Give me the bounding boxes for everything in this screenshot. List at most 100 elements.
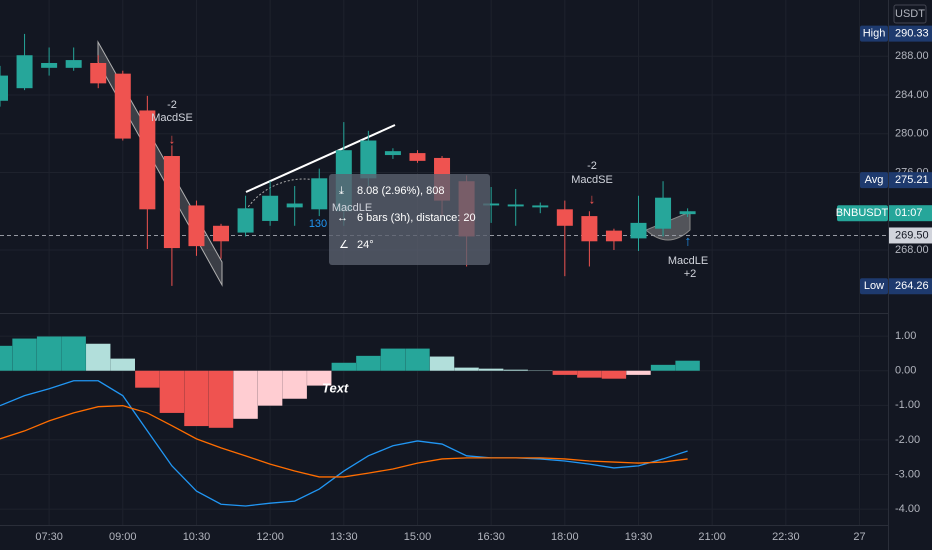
signal-arrow: ↓ (589, 191, 596, 207)
candle-body (507, 204, 524, 207)
price-badge-name-box (860, 25, 888, 42)
unit-label: USDT (895, 8, 925, 20)
price-badge-value-box (889, 278, 932, 295)
y-tick-label: -1.00 (895, 399, 920, 411)
x-tick-label: 22:30 (772, 531, 800, 543)
histogram-bar (626, 370, 651, 375)
tooltip-icon: ⤓ (339, 185, 344, 197)
signal-annotation: -2 (587, 160, 597, 172)
histogram-bar (86, 343, 111, 371)
price-badge-value: 264.26 (895, 280, 929, 292)
histogram-bar (478, 368, 504, 371)
candle-body (65, 60, 82, 68)
histogram-bar (233, 370, 258, 419)
symbol-badge-box (837, 205, 888, 222)
countdown: 01:07 (895, 207, 923, 219)
histogram-bar (675, 360, 700, 371)
histogram-bar (552, 370, 578, 375)
price-badge-name: High (863, 28, 886, 40)
tooltip-line: 8.08 (2.96%), 808 (357, 185, 444, 197)
signal-arrow: ↓ (169, 131, 176, 147)
grid-layer (0, 0, 888, 525)
x-tick-label: 16:30 (477, 531, 505, 543)
candle-body (384, 151, 401, 156)
histogram-bar (577, 370, 602, 378)
price-badge-name: Low (864, 280, 884, 292)
histogram-bar (12, 338, 37, 371)
candle-body (16, 55, 33, 89)
tooltip-icon: ↔ (337, 212, 348, 224)
candle-body (605, 230, 622, 242)
countdown-box (889, 205, 932, 222)
tooltip-line: 24° (357, 239, 374, 251)
candle-body (163, 156, 180, 249)
price-badge-value-box (889, 172, 932, 189)
candle-body (237, 208, 254, 233)
y-tick-label: -3.00 (895, 468, 920, 480)
y-tick-label: -2.00 (895, 434, 920, 446)
candle-body (0, 75, 8, 101)
histogram-bar (454, 367, 479, 371)
unit-box (893, 4, 927, 24)
candle-body (679, 211, 696, 215)
price-badge-value: 290.33 (895, 28, 929, 40)
x-tick-label: 19:30 (625, 531, 653, 543)
candle-body (409, 153, 426, 161)
histogram-bar (159, 370, 185, 413)
candle-body (213, 225, 230, 242)
histogram-bar (429, 356, 455, 371)
x-tick-label: 09:00 (109, 531, 137, 543)
signal-annotation: 130 (309, 218, 327, 230)
candle-body (483, 203, 500, 206)
candle-body (581, 216, 598, 242)
histogram-bar (184, 370, 209, 427)
y-tick-label: -4.00 (895, 503, 920, 515)
price-badge-value-box (889, 25, 932, 42)
candle-body (630, 222, 647, 239)
current-price-box (889, 227, 932, 244)
histogram-bar (380, 348, 406, 371)
signal-arrow: ↑ (685, 233, 692, 249)
candle-body (360, 140, 377, 179)
histogram-bar (331, 362, 357, 371)
measure-tooltip (329, 174, 490, 265)
histogram-bar (405, 348, 430, 371)
y-tick-label: 280.00 (895, 128, 929, 140)
candle-body (139, 110, 156, 210)
macd-line (0, 380, 688, 507)
price-badge-name-box (860, 278, 888, 295)
x-tick-label: 10:30 (183, 531, 211, 543)
tooltip-icon: ∠ (339, 239, 349, 251)
candle-body (286, 203, 303, 208)
candle-body (188, 205, 205, 247)
y-tick-label: 288.00 (895, 50, 929, 62)
candle-body (556, 209, 573, 226)
histogram-bar (601, 370, 627, 379)
drawing-text: Text (322, 380, 349, 395)
histogram-bar (110, 358, 135, 371)
trend-line (245, 124, 396, 193)
histogram-bar (0, 345, 13, 371)
histogram-bar (650, 364, 676, 371)
histogram-bar (282, 370, 307, 399)
x-tick-label: 13:30 (330, 531, 358, 543)
candle-body (262, 195, 279, 221)
candle-body (114, 73, 131, 139)
x-tick-label: 07:30 (35, 531, 63, 543)
x-tick-label: 21:00 (698, 531, 726, 543)
marks-layer (0, 33, 888, 507)
histogram-bar (135, 370, 160, 388)
candle-body (532, 205, 549, 208)
histogram-bar (257, 370, 283, 406)
price-badge-value: 275.21 (895, 174, 929, 186)
y-tick-label: 284.00 (895, 89, 929, 101)
signal-annotation: MacdLE (668, 255, 708, 267)
macd-line (0, 405, 688, 478)
price-badge-name: Avg (865, 174, 884, 186)
signal-annotation: MacdSE (151, 112, 193, 124)
histogram-bar (307, 370, 332, 386)
signal-annotation: MacdLE (332, 202, 372, 214)
